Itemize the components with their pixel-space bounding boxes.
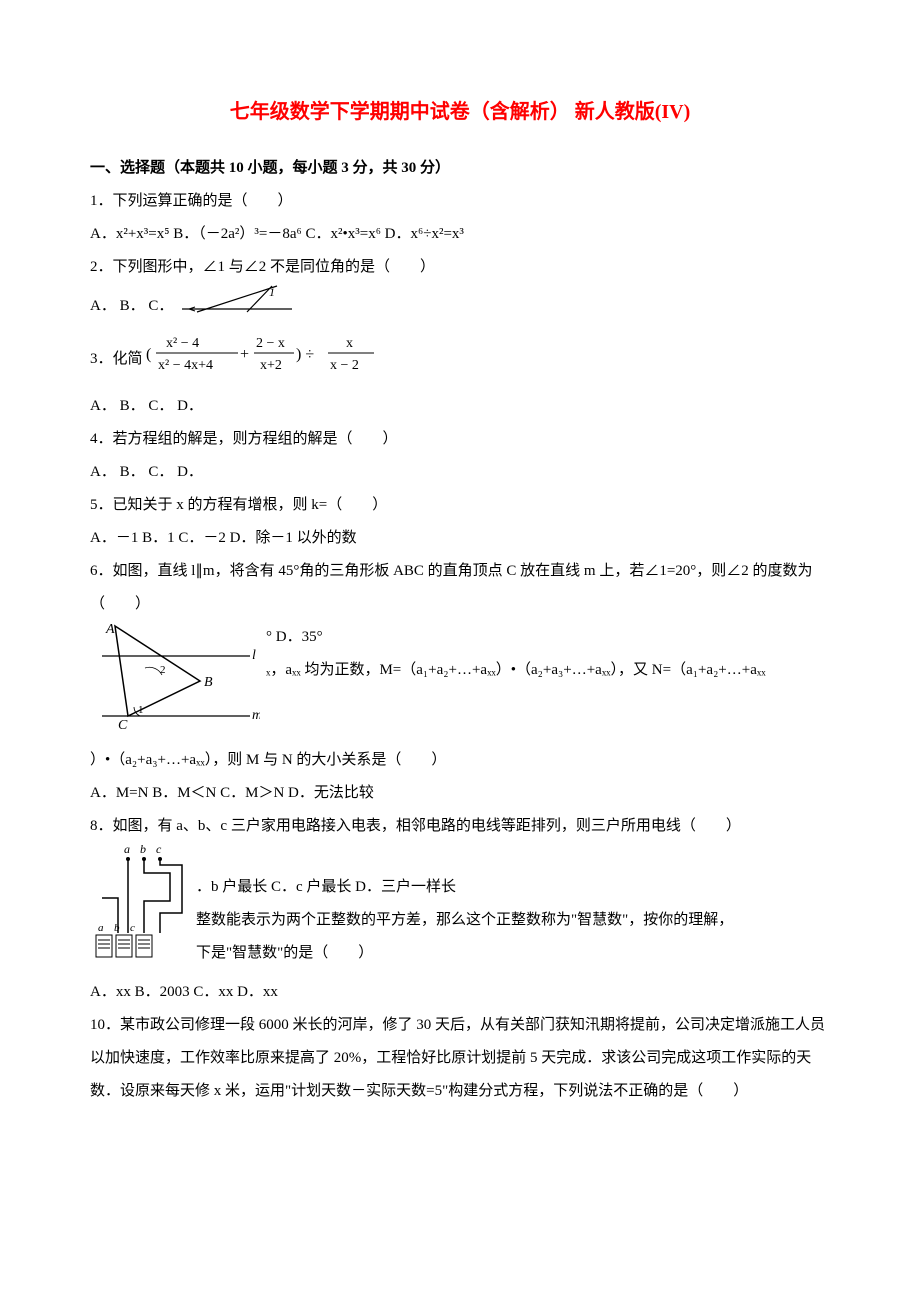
svg-text:1: 1 (138, 704, 144, 716)
q2-options-text: A． B． C． (90, 298, 173, 314)
q8: 8．如图，有 a、b、c 三户家用电路接入电表，相邻电路的电线等距排列，则三户所… (90, 810, 830, 843)
q6: 6．如图，直线 l∥m，将含有 45°角的三角形板 ABC 的直角顶点 C 放在… (90, 555, 830, 621)
svg-text:x² − 4x+4: x² − 4x+4 (158, 358, 213, 373)
svg-text:C: C (118, 718, 128, 731)
svg-text:+: + (240, 346, 249, 363)
q1-options: A．x²+x³=x⁵ B．（－2a²）³=－8a⁶ C．x²•x³=x⁶ D．x… (90, 218, 830, 251)
q3-fraction-figure: ( x² − 4 x² − 4x+4 + 2 − x x+2 ) ÷ x x −… (146, 329, 376, 390)
svg-text:A: A (105, 622, 115, 637)
svg-text:2 − x: 2 − x (256, 336, 285, 351)
q4: 4．若方程组的解是，则方程组的解是（ ） (90, 423, 830, 456)
svg-text:(: ( (146, 346, 151, 363)
svg-text:1: 1 (269, 285, 275, 299)
q8-figure-row: a b c a b c ．b 户最长 (90, 843, 830, 970)
q5-options: A．－1 B．1 C．－2 D．除－1 以外的数 (90, 522, 830, 555)
svg-text:) ÷: ) ÷ (296, 346, 314, 363)
svg-text:l: l (252, 648, 256, 663)
q6-triangle-figure: l m A B C 2 1 (90, 621, 260, 744)
svg-text:m: m (252, 708, 260, 723)
q9-part2: 下是"智慧数"的是（ ） (90, 937, 830, 970)
svg-text:2: 2 (160, 664, 166, 676)
q1: 1．下列运算正确的是（ ） (90, 185, 830, 218)
q7-options: A．M=N B．M＜N C．M＞N D．无法比较 (90, 777, 830, 810)
svg-text:b: b (114, 922, 120, 934)
q3: 3．化简 ( x² − 4 x² − 4x+4 + 2 − x x+2 ) ÷ … (90, 329, 830, 390)
svg-text:B: B (204, 675, 213, 690)
q8-meters-figure: a b c a b c (90, 843, 190, 976)
svg-text:a: a (124, 843, 130, 856)
q6-options-tail: ° D．35° (266, 629, 323, 645)
q2-angle-figure: 1 (177, 284, 297, 329)
svg-text:c: c (130, 922, 135, 934)
q7-part2: ）•（a₂+a₃+…+aₓₓ），则 M 与 N 的大小关系是（ ） (90, 744, 830, 777)
q3-options: A． B． C． D． (90, 390, 830, 423)
q3-prefix: 3．化简 (90, 351, 146, 367)
page-title: 七年级数学下学期期中试卷（含解析） 新人教版(IV) (90, 90, 830, 134)
q8-options-tail: ．b 户最长 C．c 户最长 D．三户一样长 (90, 843, 830, 904)
svg-text:b: b (140, 843, 146, 856)
q9-options: A．xx B．2003 C．xx D．xx (90, 976, 830, 1009)
svg-text:x: x (346, 336, 353, 351)
q7-part1: ₓ，aₓₓ 均为正数，M=（a₁+a₂+…+aₓₓ）•（a₂+a₃+…+aₓₓ）… (266, 662, 766, 678)
q2-options: A． B． C． 1 (90, 284, 830, 329)
q2: 2．下列图形中，∠1 与∠2 不是同位角的是（ ） (90, 251, 830, 284)
svg-text:a: a (98, 922, 104, 934)
svg-text:x+2: x+2 (260, 358, 282, 373)
section-header: 一、选择题（本题共 10 小题，每小题 3 分，共 30 分） (90, 152, 830, 185)
svg-text:x² − 4: x² − 4 (166, 336, 199, 351)
q5: 5．已知关于 x 的方程有增根，则 k=（ ） (90, 489, 830, 522)
svg-text:x − 2: x − 2 (330, 358, 359, 373)
q9-part1: 整数能表示为两个正整数的平方差，那么这个正整数称为"智慧数"，按你的理解， (90, 904, 830, 937)
q6-figure-row: l m A B C 2 1 ° D．35° ₓ，aₓₓ 均为正数，M=（a₁+a… (90, 621, 830, 687)
svg-text:c: c (156, 843, 162, 856)
q10: 10．某市政公司修理一段 6000 米长的河岸，修了 30 天后，从有关部门获知… (90, 1009, 830, 1108)
q4-options: A． B． C． D． (90, 456, 830, 489)
